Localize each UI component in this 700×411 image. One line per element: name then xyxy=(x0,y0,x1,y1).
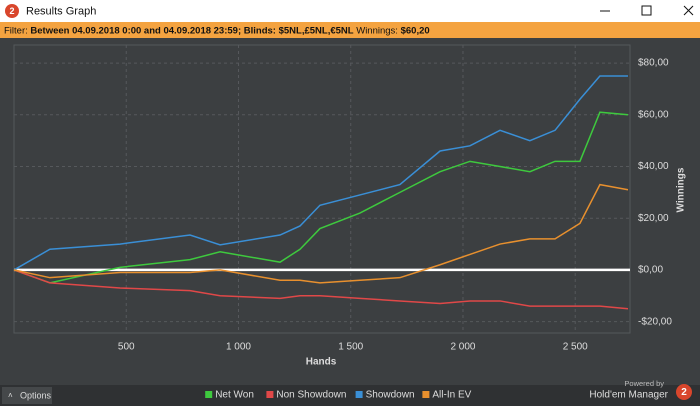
y-tick-label: $80,00 xyxy=(638,58,669,69)
brand-logo xyxy=(676,384,692,400)
legend-label: Showdown xyxy=(366,390,415,401)
y-tick-label: $0,00 xyxy=(638,265,663,276)
title-bar xyxy=(0,0,700,22)
options-label: Options xyxy=(20,390,52,400)
app-icon-glyph: 2 xyxy=(9,6,14,16)
brand-logo-glyph: 2 xyxy=(681,387,687,398)
x-tick-label: 500 xyxy=(118,342,135,353)
x-tick-label: 1 500 xyxy=(338,342,363,353)
series-line xyxy=(13,111,629,284)
filter-text: Filter: Between 04.09.2018 0:00 and 04.0… xyxy=(4,25,430,36)
legend-swatch xyxy=(205,391,213,398)
blinds: $5NL,£5NL,€5NL xyxy=(279,25,354,36)
maximize[interactable] xyxy=(641,5,652,16)
y-tick-label: $20,00 xyxy=(638,213,669,224)
x-tick-label: 2 000 xyxy=(450,342,475,353)
legend-label: All-In EV xyxy=(432,390,471,401)
winnings-label: Winnings: xyxy=(356,25,398,36)
blinds-label: Blinds: xyxy=(244,25,276,36)
y-tick-label: -$20,00 xyxy=(638,316,672,327)
x-tick-label: 1 000 xyxy=(226,342,251,353)
legend-label: Non Showdown xyxy=(276,390,346,401)
x-axis-label: Hands xyxy=(306,357,337,368)
window-title: Results Graph xyxy=(26,5,96,17)
legend-swatch xyxy=(422,391,430,398)
y-axis-label: Winnings xyxy=(676,167,687,212)
close[interactable] xyxy=(683,5,694,16)
legend-label: Net Won xyxy=(215,390,254,401)
filter-label: Filter: xyxy=(4,25,28,36)
plot-area xyxy=(13,44,631,334)
series-line xyxy=(13,75,628,271)
legend-swatch xyxy=(266,391,274,398)
y-tick-label: $60,00 xyxy=(638,109,669,120)
filter-range: Between 04.09.2018 0:00 and 04.09.2018 2… xyxy=(30,25,241,36)
y-tick-label: $40,00 xyxy=(638,161,669,172)
series-line xyxy=(13,269,629,310)
winnings: $60,20 xyxy=(401,25,430,36)
options-button[interactable] xyxy=(2,387,52,404)
brand: Hold'em Manager xyxy=(589,390,668,401)
footer-bar xyxy=(0,385,700,406)
legend-swatch xyxy=(355,391,363,398)
filter-bar xyxy=(0,22,700,38)
powered-by: Powered by xyxy=(624,379,664,388)
x-tick-label: 2 500 xyxy=(563,342,588,353)
app-icon xyxy=(5,4,19,18)
series-line xyxy=(13,183,629,284)
options-caret: ˄ xyxy=(8,391,13,400)
